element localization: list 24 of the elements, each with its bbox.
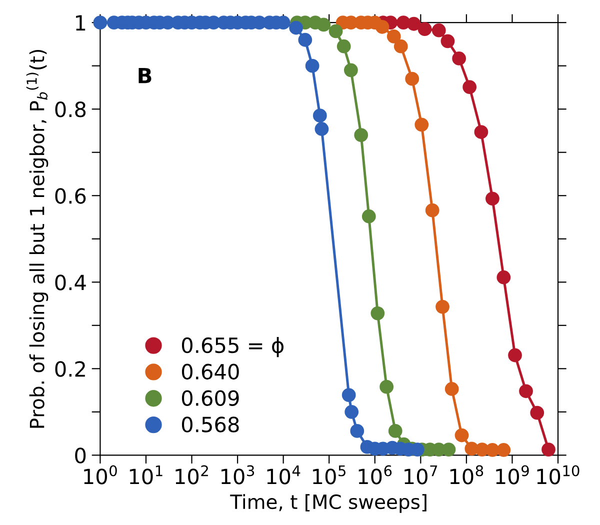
y-tick-label: 0.8 xyxy=(55,102,86,118)
y-axis-title: Prob. of losing all but 1 neigbor, P$_{b}$$^{(1)}$(t) xyxy=(26,50,48,428)
legend-label: 0.609 xyxy=(182,390,239,406)
x-tick-label: 10$^{1}$ xyxy=(130,465,162,484)
y-tick-label: 0.4 xyxy=(55,274,86,290)
y-tick-label: 1 xyxy=(76,15,86,30)
legend-label: 0.640 xyxy=(182,364,239,380)
y-tick-label: 0.6 xyxy=(55,188,86,204)
annotation: B xyxy=(138,68,152,84)
y-tick-label: 0.2 xyxy=(55,361,85,377)
x-tick-label: 10$^{9}$ xyxy=(496,465,529,484)
legend-label: 0.655 = ϕ xyxy=(182,337,284,358)
legend-label: 0.568 xyxy=(182,416,239,432)
x-tick-label: 10$^{2}$ xyxy=(176,465,208,484)
x-tick-label: 10$^{3}$ xyxy=(221,465,254,484)
x-tick-label: 10$^{8}$ xyxy=(450,465,484,484)
x-tick-label: 10$^{4}$ xyxy=(267,465,300,484)
y-tick-label: 0 xyxy=(75,448,86,464)
x-tick-label: 10$^{10}$ xyxy=(537,465,580,484)
x-tick-label: 10$^{6}$ xyxy=(358,465,392,484)
x-axis-title: Time, t [MC sweeps] xyxy=(230,494,426,513)
x-tick-label: 10$^{7}$ xyxy=(404,465,438,484)
x-tick-label: 10$^{0}$ xyxy=(84,465,117,484)
x-tick-label: 10$^{5}$ xyxy=(313,465,346,484)
